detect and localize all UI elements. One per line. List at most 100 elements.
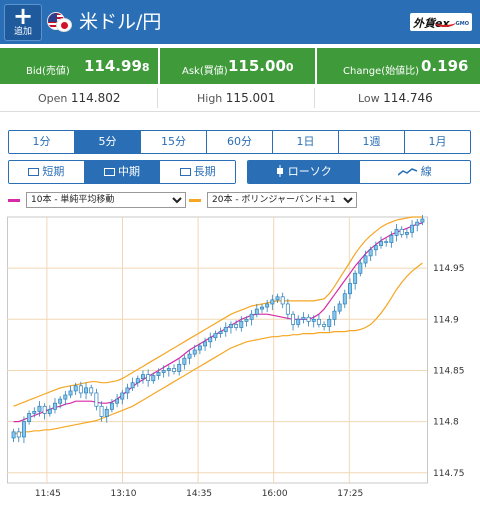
candle	[399, 228, 404, 235]
candle	[187, 353, 192, 359]
interval-1month[interactable]: 1月	[405, 131, 470, 153]
add-pair-button[interactable]: + 追加	[4, 4, 42, 41]
short-term-icon	[28, 168, 40, 176]
candle	[244, 318, 249, 322]
term-long-button[interactable]: 長期	[160, 161, 235, 183]
interval-1day[interactable]: 1日	[273, 131, 339, 153]
interval-selector: 1分 5分 15分 60分 1日 1週 1月	[8, 130, 471, 154]
ask-label: Ask(買値)	[182, 66, 228, 77]
candle	[161, 370, 166, 373]
candlestick-chart[interactable]: 114.95 114.9 114.85 114.8 114.75 11:45 13:10 14…	[7, 213, 473, 503]
ask-cell: Ask(買値) 115.000	[160, 48, 315, 84]
candle	[228, 324, 233, 328]
candle	[177, 363, 182, 372]
candle	[368, 249, 373, 257]
y-tick-label: 114.95	[433, 264, 465, 274]
candle	[172, 368, 176, 372]
candle	[53, 402, 57, 410]
interval-1week[interactable]: 1週	[339, 131, 405, 153]
x-tick-label: 16:00	[262, 489, 288, 499]
candle	[296, 318, 301, 325]
line-chart-button[interactable]: 線	[359, 161, 470, 183]
candle	[358, 262, 363, 274]
change-cell: Change(始値比) 0.196	[317, 48, 480, 84]
candle	[16, 431, 21, 438]
candle	[135, 378, 140, 384]
candle	[239, 321, 244, 328]
candle	[363, 255, 368, 264]
candle	[265, 303, 270, 308]
candle	[197, 345, 202, 351]
candle	[63, 394, 68, 400]
candle	[68, 390, 73, 396]
logo-sub: GMO	[455, 21, 469, 27]
candle	[327, 318, 332, 327]
candle	[94, 392, 99, 407]
high-stat: High 115.001	[197, 91, 276, 105]
brand-logo: 外貨ex GMO	[410, 13, 472, 31]
open-stat: Open 114.802	[38, 91, 121, 105]
currency-flags-icon	[47, 12, 73, 32]
candle	[270, 299, 275, 305]
price-chart[interactable]: 114.95 114.9 114.85 114.8 114.75 11:45 13:10 14…	[7, 213, 473, 503]
candle	[109, 402, 114, 410]
bb-select[interactable]: 20本 - ボリンジャーバンド+1	[207, 192, 357, 208]
ma-select[interactable]: 10本 - 単純平均移動	[26, 192, 186, 208]
interval-5min[interactable]: 5分	[75, 131, 141, 153]
candle	[410, 224, 415, 233]
candle	[115, 398, 120, 404]
y-tick-label: 114.8	[433, 418, 459, 428]
candle	[141, 374, 145, 379]
app-header: + 追加 米ドル/円 外貨ex GMO	[0, 0, 480, 44]
candle	[120, 392, 125, 400]
add-button-label: 追加	[13, 27, 32, 37]
candle	[146, 374, 151, 382]
candle	[384, 241, 389, 243]
candle	[342, 293, 347, 305]
term-selector: 短期 中期 長期	[8, 160, 236, 184]
change-label: Change(始値比)	[343, 66, 420, 77]
candle	[415, 221, 420, 226]
x-tick-label: 17:25	[337, 489, 363, 499]
y-tick-label: 114.75	[433, 469, 465, 479]
candle	[192, 349, 197, 355]
bid-cell: Bid(売値) 114.998	[0, 48, 158, 84]
interval-15min[interactable]: 15分	[141, 131, 207, 153]
candle	[280, 296, 285, 305]
candle	[311, 318, 316, 322]
candle	[182, 357, 187, 365]
candle	[156, 372, 161, 376]
candle	[260, 306, 264, 310]
candle	[99, 405, 104, 417]
plot-area	[7, 216, 428, 484]
interval-1min[interactable]: 1分	[9, 131, 75, 153]
term-short-button[interactable]: 短期	[9, 161, 85, 183]
candlestick-button[interactable]: ローソク	[248, 161, 360, 183]
candle	[373, 245, 378, 251]
ask-value: 115.000	[228, 57, 294, 75]
candle	[301, 316, 306, 320]
candle	[11, 431, 16, 439]
x-tick-label: 14:35	[186, 489, 212, 499]
candle	[125, 387, 130, 394]
candle	[285, 303, 290, 315]
candle	[73, 385, 78, 392]
moving-average-line	[13, 222, 423, 423]
candle	[404, 231, 409, 235]
jp-flag-icon	[56, 18, 72, 32]
term-mid-button[interactable]: 中期	[84, 161, 161, 183]
candle	[223, 327, 228, 332]
plus-icon: +	[12, 2, 34, 30]
interval-60min[interactable]: 60分	[207, 131, 273, 153]
bid-label: Bid(売値)	[26, 66, 70, 77]
price-bar: Bid(売値) 114.998 Ask(買値) 115.000 Change(始…	[0, 48, 480, 84]
candle	[218, 331, 223, 334]
candle	[89, 387, 94, 394]
candle	[104, 408, 109, 417]
mid-term-icon	[104, 168, 115, 176]
line-chart-icon	[397, 168, 418, 176]
x-tick-label: 11:45	[35, 489, 61, 499]
candle	[316, 318, 321, 325]
candle	[389, 235, 394, 243]
candle	[47, 408, 52, 414]
